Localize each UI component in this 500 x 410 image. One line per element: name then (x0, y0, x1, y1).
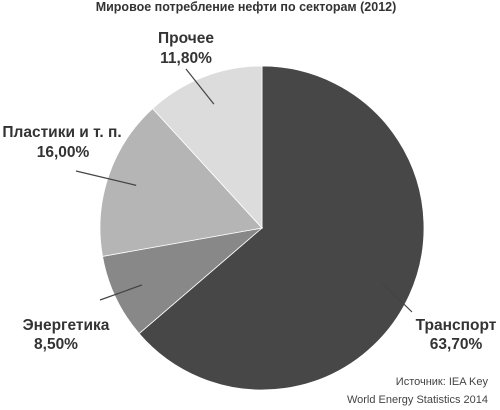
label-energy-value: 8,50% (34, 336, 78, 353)
slice-transport (138, 65, 425, 391)
leader-other (185, 68, 215, 105)
leader-energy (99, 284, 143, 301)
label-other-name: Прочее (158, 30, 214, 47)
label-leader-lines (75, 68, 413, 313)
slice-plastics (99, 107, 263, 257)
label-plastics-value: 16,00% (37, 144, 90, 161)
leader-transport (382, 282, 413, 313)
label-transport-value: 63,70% (430, 336, 483, 353)
slice-energy (102, 227, 264, 335)
source-note-line1: Источник: IEA Key (396, 376, 489, 388)
source-note-line2: World Energy Statistics 2014 (347, 394, 488, 406)
pie-slices (99, 65, 425, 391)
label-transport-name: Транспорт (416, 317, 497, 334)
label-other-value: 11,80% (160, 50, 212, 67)
chart-title: Мировое потребление нефти по секторам (2… (96, 0, 397, 14)
label-plastics-name: Пластики и т. п. (2, 124, 121, 141)
label-energy-name: Энергетика (23, 317, 110, 334)
slice-other (152, 65, 263, 230)
leader-plastics (75, 170, 137, 186)
